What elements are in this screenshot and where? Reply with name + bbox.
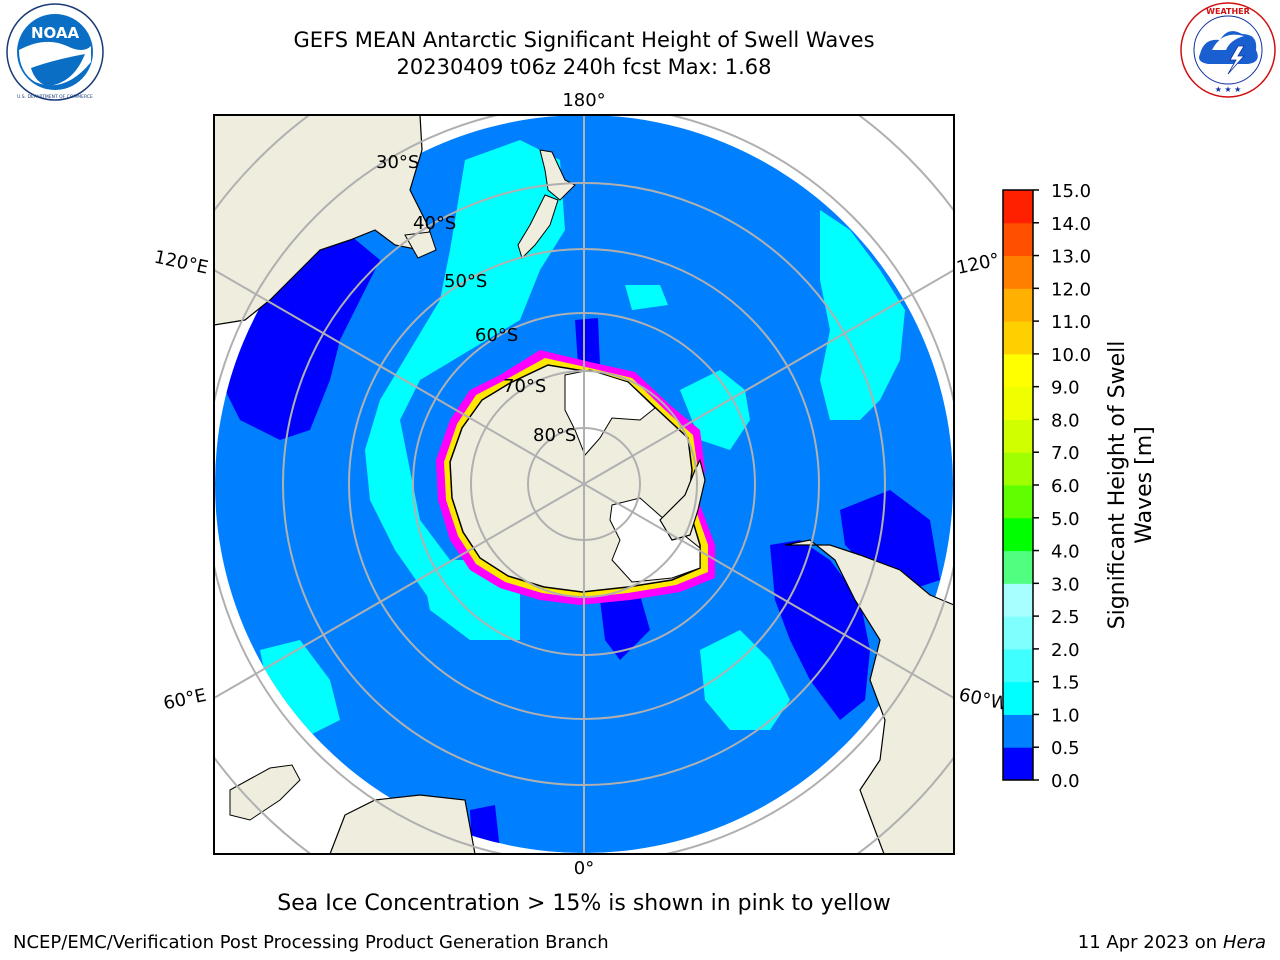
swell-region-south xyxy=(700,630,790,730)
lon-label-60w: 60°W xyxy=(957,684,1010,715)
colorbar-segment xyxy=(1003,321,1033,355)
colorbar-tick-label: 5.0 xyxy=(1051,509,1080,530)
colorbar-segment xyxy=(1003,517,1033,552)
colorbar-tick-label: 13.0 xyxy=(1051,247,1091,268)
footer-date: 11 Apr 2023 on Hera xyxy=(1078,932,1266,953)
africa xyxy=(329,794,476,854)
colorbar-tick-label: 6.0 xyxy=(1051,476,1080,497)
lat-label-80s: 80°S xyxy=(533,425,576,446)
colorbar-tick-label: 1.5 xyxy=(1051,673,1080,694)
swell-region-ross xyxy=(575,318,600,365)
colorbar-segment xyxy=(1003,353,1033,388)
lon-label-120w: 120° xyxy=(955,249,1002,279)
colorbar-segment xyxy=(1003,616,1033,650)
colorbar-label-line2: Waves [m] xyxy=(1132,426,1157,543)
colorbar-tick-label: 15.0 xyxy=(1051,181,1091,202)
swell-region-chile xyxy=(770,540,870,720)
swell-region-weddell xyxy=(600,595,650,660)
swell-region-small xyxy=(625,285,668,310)
swell-region-australia-west xyxy=(225,235,380,440)
colorbar-tick-label: 0.0 xyxy=(1051,771,1080,792)
colorbar: 0.0 0.5 1.0 1.5 2.0 2.5 3.0 4.0 5.0 6.0 7.0 8.0 9.0 1… xyxy=(1002,181,1091,792)
colorbar-segment xyxy=(1003,648,1033,683)
colorbar-segment xyxy=(1003,288,1033,322)
ronne-ice-shelf xyxy=(609,497,701,583)
footer-date-text: 11 Apr 2023 on xyxy=(1077,932,1223,953)
colorbar-tick-label: 2.0 xyxy=(1051,640,1080,661)
swell-region-southwest xyxy=(260,640,340,740)
footer-host: Hera xyxy=(1222,932,1266,953)
svg-text:U.S. DEPARTMENT OF COMMERCE: U.S. DEPARTMENT OF COMMERCE xyxy=(17,94,93,100)
lon-label-60e: 60°E xyxy=(162,685,209,715)
colorbar-tick-label: 3.0 xyxy=(1051,574,1080,595)
swell-region-east xyxy=(820,210,905,420)
colorbar-segment xyxy=(1003,485,1033,519)
colorbar-segment xyxy=(1003,747,1033,781)
colorbar-tick-label: 4.0 xyxy=(1051,542,1080,563)
new-zealand-south xyxy=(517,194,559,259)
sea-ice-caption: Sea Ice Concentration > 15% is shown in … xyxy=(277,891,891,916)
lat-label-50s: 50°S xyxy=(444,271,487,292)
colorbar-segment xyxy=(1003,550,1033,584)
lat-label-60s: 60°S xyxy=(475,325,518,346)
south-america xyxy=(784,539,954,854)
noaa-logo-icon: NOAA U.S. DEPARTMENT OF COMMERCE xyxy=(6,3,104,101)
longitude-gridlines xyxy=(214,115,954,854)
colorbar-tick-label: 11.0 xyxy=(1051,312,1091,333)
colorbar-label-line1: Significant Height of Swell xyxy=(1105,341,1130,630)
colorbar-tick-label: 12.0 xyxy=(1051,279,1091,300)
footer-credit: NCEP/EMC/Verification Post Processing Pr… xyxy=(13,932,609,953)
colorbar-tick-label: 2.5 xyxy=(1051,607,1080,628)
lat-label-40s: 40°S xyxy=(413,213,456,234)
colorbar-segment xyxy=(1003,452,1033,486)
colorbar-tick-label: 14.0 xyxy=(1051,214,1091,235)
madagascar xyxy=(229,764,301,821)
map-subtitle: 20230409 t06z 240h fcst Max: 1.68 xyxy=(396,55,772,79)
lon-label-0: 0° xyxy=(574,858,594,879)
colorbar-segment xyxy=(1003,681,1033,715)
colorbar-segment xyxy=(1003,255,1033,289)
colorbar-tick-label: 7.0 xyxy=(1051,443,1080,464)
new-zealand-north xyxy=(539,149,576,201)
nws-logo-icon: WEATHER ★ ★ ★ xyxy=(1180,2,1276,98)
svg-text:NOAA: NOAA xyxy=(31,24,80,42)
map-frame xyxy=(213,114,955,855)
colorbar-tick-label: 9.0 xyxy=(1051,378,1080,399)
map-title: GEFS MEAN Antarctic Significant Height o… xyxy=(293,28,875,52)
colorbar-segment xyxy=(1003,714,1033,748)
ross-ice-shelf xyxy=(564,369,656,456)
colorbar-segment xyxy=(1003,386,1033,420)
colorbar-tick-label: 10.0 xyxy=(1051,345,1091,366)
colorbar-tick-label: 0.5 xyxy=(1051,738,1080,759)
lon-label-180: 180° xyxy=(562,90,605,111)
colorbar-tick-label: 1.0 xyxy=(1051,705,1080,726)
svg-text:WEATHER: WEATHER xyxy=(1206,7,1250,16)
colorbar-tick-label: 8.0 xyxy=(1051,410,1080,431)
tasmania xyxy=(404,231,437,259)
svg-text:★ ★ ★: ★ ★ ★ xyxy=(1215,85,1242,94)
lat-label-70s: 70°S xyxy=(503,376,546,397)
colorbar-segment xyxy=(1003,190,1033,224)
colorbar-segment xyxy=(1003,583,1033,617)
colorbar-segment xyxy=(1003,419,1033,453)
lat-label-30s: 30°S xyxy=(376,152,419,173)
lon-label-120e: 120°E xyxy=(152,247,210,279)
colorbar-segment xyxy=(1003,222,1033,257)
